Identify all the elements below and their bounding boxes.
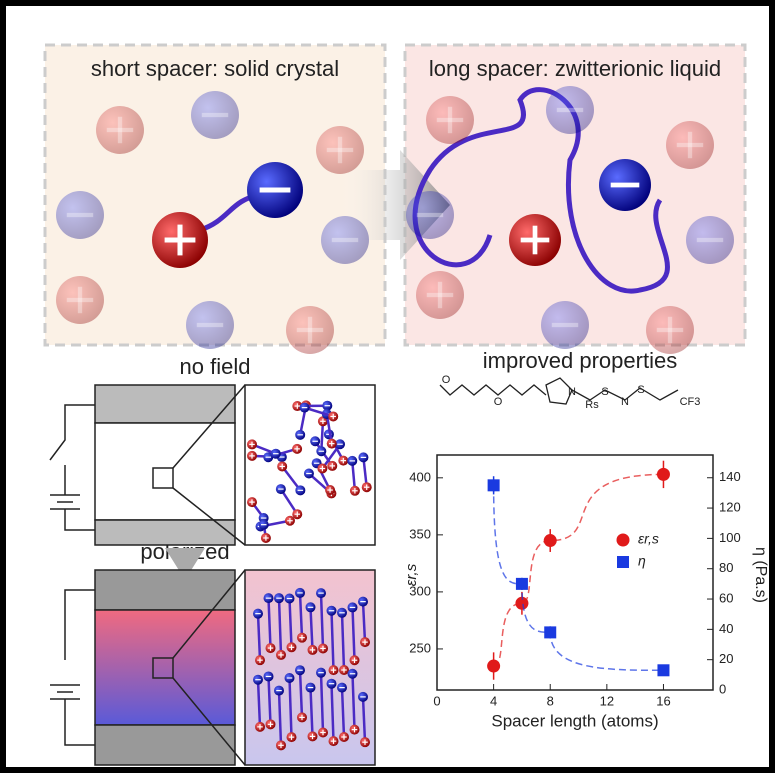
x-axis-label: Spacer length (atoms) xyxy=(491,711,658,730)
x-tick-label: 12 xyxy=(600,693,614,708)
y2-tick-label: 120 xyxy=(719,500,741,515)
legend-marker xyxy=(617,556,629,568)
y2-tick-label: 80 xyxy=(719,560,733,575)
marker xyxy=(488,479,500,491)
marker xyxy=(544,534,557,547)
marker xyxy=(657,664,669,676)
label: improved properties xyxy=(483,348,677,373)
atom: S xyxy=(637,384,644,396)
atom: CF3 xyxy=(680,396,701,408)
y2-tick-label: 100 xyxy=(719,530,741,545)
x-tick-label: 0 xyxy=(433,693,440,708)
y2-tick-label: 20 xyxy=(719,651,733,666)
atom: N xyxy=(568,386,576,398)
legend-label: εr,s xyxy=(638,531,659,547)
y2-tick-label: 0 xyxy=(719,681,726,696)
legend-label: η xyxy=(638,553,646,569)
canvas: short spacer: solid crystal long spacer:… xyxy=(0,0,775,773)
y2-axis-label: η (Pa.s) xyxy=(752,547,769,603)
marker xyxy=(487,660,500,673)
atom: S xyxy=(601,386,608,398)
atom: O xyxy=(442,374,451,386)
y2-tick-label: 60 xyxy=(719,590,733,605)
figure: short spacer: solid crystal long spacer:… xyxy=(0,0,775,773)
capacitor-top xyxy=(50,385,245,545)
y-tick-label: 250 xyxy=(409,640,431,655)
panel-title: long spacer: zwitterionic liquid xyxy=(429,56,721,81)
y-tick-label: 400 xyxy=(409,469,431,484)
legend-marker xyxy=(617,534,630,547)
atom: N xyxy=(621,396,629,408)
marker xyxy=(544,626,556,638)
x-tick-label: 4 xyxy=(490,693,497,708)
marker xyxy=(657,468,670,481)
x-tick-label: 16 xyxy=(656,693,670,708)
y-tick-label: 350 xyxy=(409,526,431,541)
y2-tick-label: 40 xyxy=(719,621,733,636)
y2-tick-label: 140 xyxy=(719,469,741,484)
y-axis-label: εr,s xyxy=(403,563,420,586)
label: no field xyxy=(180,354,251,379)
atom: O xyxy=(494,396,503,408)
panel-title: short spacer: solid crystal xyxy=(91,56,339,81)
atom: Rs xyxy=(585,399,599,411)
marker xyxy=(516,578,528,590)
plot-frame xyxy=(437,455,713,690)
capacitor-bottom xyxy=(50,570,245,765)
x-tick-label: 8 xyxy=(547,693,554,708)
